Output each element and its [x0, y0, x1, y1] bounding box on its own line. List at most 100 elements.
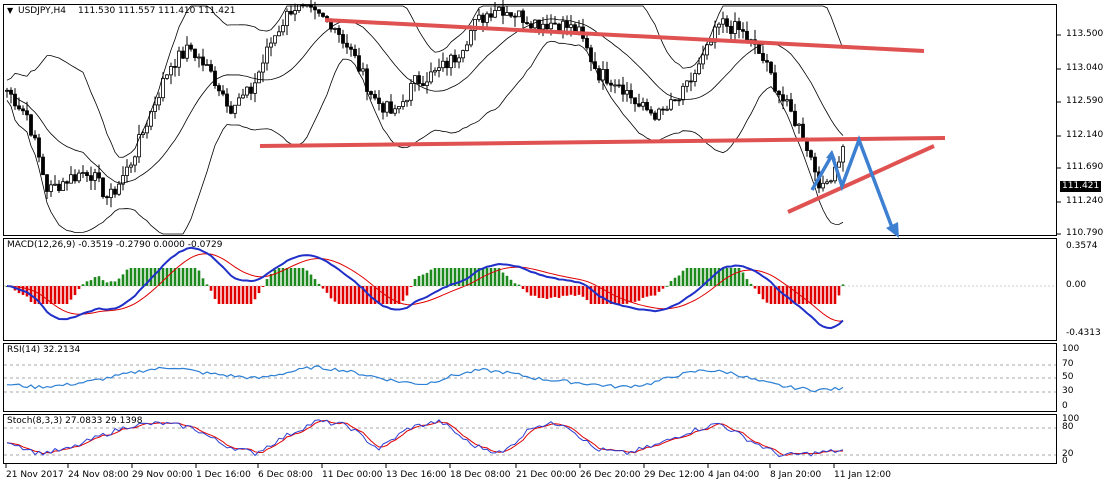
macd-histogram-bar — [741, 272, 745, 286]
candle-body — [673, 99, 677, 102]
candle-body — [661, 108, 665, 111]
macd-histogram-bar — [233, 286, 237, 304]
candle-body — [373, 94, 377, 99]
candle-body — [721, 18, 725, 25]
candle-body — [301, 4, 305, 7]
candle-body — [649, 109, 653, 114]
macd-histogram-bar — [313, 279, 317, 286]
macd-histogram-bar — [477, 268, 481, 286]
bollinger-upper — [6, 5, 844, 158]
macd-histogram-bar — [565, 286, 569, 296]
time-axis-label: 4 Jan 04:00 — [708, 470, 760, 480]
candle-body — [681, 85, 685, 101]
candle-body — [701, 54, 705, 65]
macd-histogram-bar — [365, 286, 369, 304]
stoch-panel[interactable] — [3, 414, 1057, 464]
time-axis-label: 1 Dec 16:00 — [196, 470, 251, 480]
candle-body — [717, 23, 721, 28]
candle-body — [625, 90, 629, 95]
candle-body — [209, 64, 213, 72]
macd-histogram-bar — [33, 286, 37, 304]
macd-histogram-bar — [433, 268, 437, 286]
candle-body — [821, 182, 825, 189]
candle-body — [281, 25, 285, 33]
macd-histogram-bar — [793, 286, 797, 304]
current-price-tag: 111.421 — [1060, 181, 1102, 192]
candle-body — [105, 196, 109, 199]
candle-body — [617, 84, 621, 87]
candle-body — [345, 42, 349, 48]
candle-body — [165, 74, 169, 79]
macd-histogram-bar — [337, 286, 341, 304]
candle-body — [297, 4, 301, 11]
candle-body — [233, 104, 237, 114]
macd-histogram-bar — [153, 268, 157, 286]
candle-body — [789, 99, 793, 112]
macd-histogram-bar — [697, 268, 701, 286]
candle-body — [449, 54, 453, 69]
candle-body — [253, 82, 257, 94]
time-axis-label: 13 Dec 16:00 — [386, 470, 447, 480]
macd-histogram-bar — [309, 274, 313, 286]
candle-body — [381, 103, 385, 113]
candle-body — [353, 48, 357, 57]
candle-body — [513, 15, 517, 18]
candle-body — [745, 30, 749, 41]
candle-body — [33, 134, 37, 139]
macd-histogram-bar — [521, 286, 525, 289]
macd-histogram-bar — [537, 286, 541, 299]
macd-histogram-bar — [529, 286, 533, 296]
macd-histogram-bar — [809, 286, 813, 304]
macd-histogram-bar — [633, 286, 637, 302]
macd-histogram-bar — [249, 286, 253, 304]
macd-histogram-bar — [549, 286, 553, 298]
candle-body — [17, 105, 21, 110]
candle-body — [521, 10, 525, 23]
candle-body — [481, 14, 485, 23]
candle-body — [457, 57, 461, 63]
macd-signal-line — [6, 253, 844, 322]
candle-body — [85, 172, 89, 177]
macd-histogram-bar — [345, 286, 349, 304]
macd-histogram-bar — [733, 268, 737, 286]
macd-histogram-bar — [637, 286, 641, 301]
macd-histogram-bar — [169, 268, 173, 286]
price-tick-label: 112.590 — [1066, 96, 1103, 106]
macd-histogram-bar — [581, 286, 585, 297]
candle-body — [289, 10, 293, 15]
macd-histogram-bar — [197, 270, 201, 286]
candle-body — [485, 13, 489, 23]
candle-body — [333, 27, 337, 30]
macd-histogram-bar — [77, 286, 81, 290]
candle-body — [793, 110, 797, 126]
candle-body — [761, 53, 765, 61]
candle-body — [361, 68, 365, 72]
macd-histogram-bar — [613, 286, 617, 304]
candle-body — [669, 99, 673, 110]
macd-histogram-bar — [825, 286, 829, 304]
macd-histogram-bar — [705, 268, 709, 286]
macd-histogram-bar — [617, 286, 621, 304]
candle-body — [389, 101, 393, 114]
time-axis-label: 11 Dec 00:00 — [322, 470, 383, 480]
candle-body — [473, 19, 477, 31]
bollinger-middle — [6, 18, 844, 184]
macd-histogram-bar — [389, 286, 393, 304]
candle-body — [109, 188, 113, 198]
candle-body — [477, 14, 481, 20]
macd-tick-label: 0.3574 — [1066, 241, 1098, 251]
candle-body — [277, 31, 281, 37]
macd-histogram-bar — [421, 274, 425, 286]
candle-body — [677, 99, 681, 102]
candle-body — [257, 71, 261, 84]
candle-body — [133, 156, 137, 166]
candle-body — [101, 177, 105, 198]
macd-main-line — [6, 246, 844, 330]
candle-body — [265, 46, 269, 64]
menu-marker-icon[interactable]: ▼ — [7, 6, 14, 15]
macd-histogram-bar — [541, 286, 545, 299]
candle-body — [125, 166, 129, 176]
candle-body — [93, 172, 97, 181]
macd-histogram-bar — [465, 268, 469, 286]
